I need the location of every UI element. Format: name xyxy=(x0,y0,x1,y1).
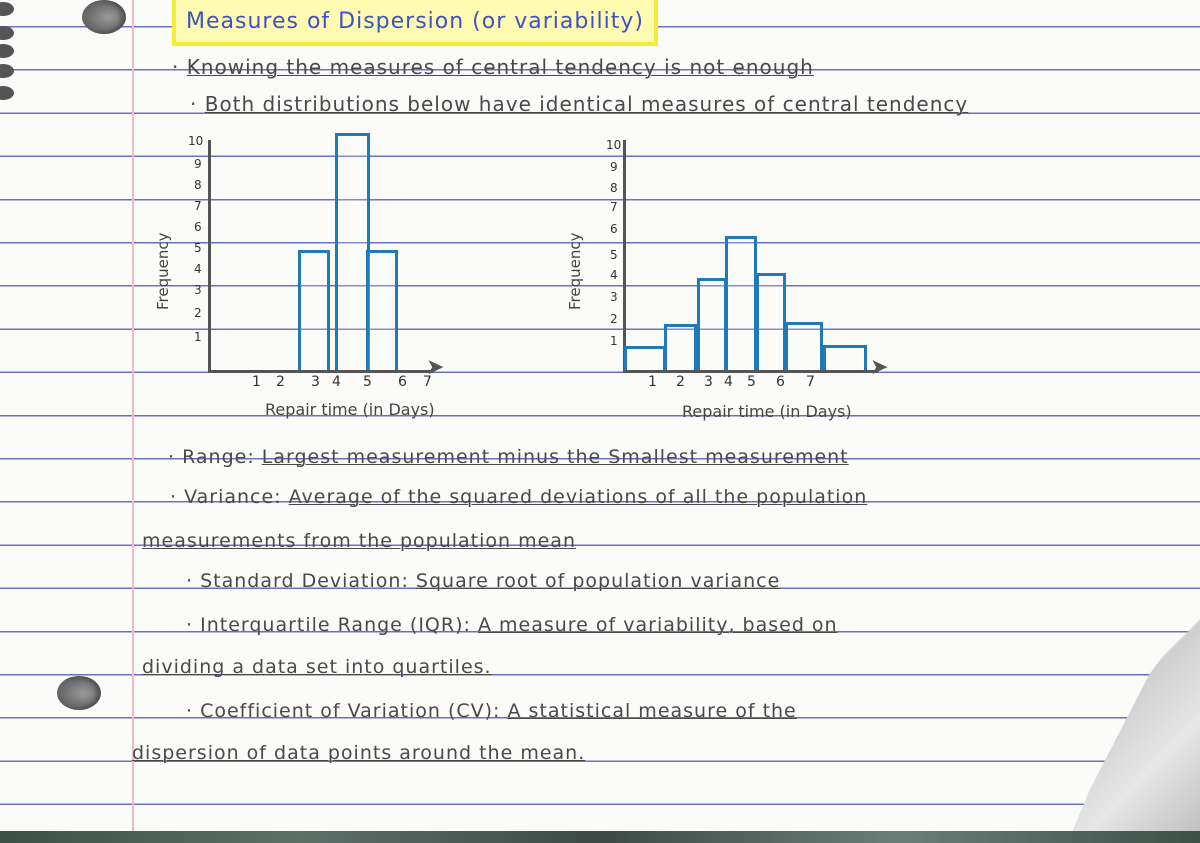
x-axis-arrow-icon: ➤ xyxy=(426,355,445,380)
y-tick: 8 xyxy=(194,178,202,192)
x-tick: 4 xyxy=(724,374,733,390)
histogram-bar xyxy=(697,278,727,370)
histogram-bar xyxy=(725,236,757,370)
definition-iqr: · Interquartile Range (IQR): A measure o… xyxy=(186,614,838,636)
y-tick: 10 xyxy=(606,138,622,152)
spiral-ring xyxy=(0,26,14,40)
intro-line-2: · Both distributions below have identica… xyxy=(190,92,969,116)
x-tick: 7 xyxy=(806,374,815,390)
x-tick: 6 xyxy=(776,374,785,390)
x-tick: 2 xyxy=(276,374,285,390)
x-tick: 5 xyxy=(363,374,372,390)
y-tick: 8 xyxy=(610,181,618,195)
background-fabric xyxy=(0,831,1200,843)
y-tick: 3 xyxy=(194,283,202,297)
definition-variance-cont: measurements from the population mean xyxy=(142,530,576,552)
y-tick: 5 xyxy=(194,241,202,255)
histogram-bar xyxy=(624,346,666,370)
x-axis-label: Repair time (in Days) xyxy=(682,402,852,421)
title-highlight: Measures of Dispersion (or variability) xyxy=(172,0,658,46)
y-axis xyxy=(208,140,211,372)
spiral-ring xyxy=(0,64,14,78)
definition-iqr-cont: dividing a data set into quartiles. xyxy=(142,656,492,678)
x-axis xyxy=(623,370,878,373)
y-tick: 6 xyxy=(610,222,618,236)
x-tick: 5 xyxy=(747,374,756,390)
spiral-ring xyxy=(0,44,14,58)
x-axis-label: Repair time (in Days) xyxy=(265,400,435,419)
spiral-ring xyxy=(0,86,14,100)
definition-std: · Standard Deviation: Square root of pop… xyxy=(186,570,781,592)
x-axis xyxy=(208,370,433,373)
y-tick: 4 xyxy=(194,262,202,276)
histogram-bar xyxy=(785,322,823,370)
histogram-bar xyxy=(823,345,867,370)
definition-cv-cont: dispersion of data points around the mea… xyxy=(132,742,586,764)
y-tick: 1 xyxy=(194,330,202,344)
histogram-right: Frequency ➤ 10 9 8 7 6 5 4 3 2 1 1 2 3 4… xyxy=(560,130,900,430)
y-tick: 9 xyxy=(610,160,618,174)
x-tick: 3 xyxy=(311,374,320,390)
histogram-bar xyxy=(366,250,398,370)
y-tick: 3 xyxy=(610,290,618,304)
x-tick: 3 xyxy=(704,374,713,390)
y-tick: 7 xyxy=(610,200,618,214)
margin-line xyxy=(132,0,134,843)
y-tick: 2 xyxy=(194,306,202,320)
y-tick: 2 xyxy=(610,312,618,326)
punch-hole xyxy=(82,0,126,34)
y-axis-label: Frequency xyxy=(566,232,584,311)
y-tick: 7 xyxy=(194,199,202,213)
y-tick: 1 xyxy=(610,334,618,348)
definition-cv: · Coefficient of Variation (CV): A stati… xyxy=(186,700,797,722)
punch-hole xyxy=(57,676,101,710)
x-tick: 4 xyxy=(332,374,341,390)
y-axis xyxy=(623,140,626,372)
x-tick: 1 xyxy=(252,374,261,390)
histogram-left: Frequency ➤ 10 9 8 7 6 5 4 3 2 1 1 2 3 4… xyxy=(150,130,450,430)
x-tick: 2 xyxy=(676,374,685,390)
x-axis-arrow-icon: ➤ xyxy=(870,355,889,380)
x-tick: 7 xyxy=(423,374,432,390)
x-tick: 1 xyxy=(648,374,657,390)
y-tick: 6 xyxy=(194,220,202,234)
y-axis-label: Frequency xyxy=(154,232,172,311)
y-tick: 10 xyxy=(188,134,204,148)
y-tick: 5 xyxy=(610,248,618,262)
histogram-bar xyxy=(756,273,786,370)
y-tick: 4 xyxy=(610,268,618,282)
histogram-bar xyxy=(335,133,370,370)
histogram-bar xyxy=(298,250,330,370)
definition-variance: · Variance: Average of the squared devia… xyxy=(170,486,868,508)
page-curl xyxy=(1067,603,1200,843)
definition-range: · Range: Largest measurement minus the S… xyxy=(168,446,849,468)
histogram-bar xyxy=(664,324,697,370)
spiral-ring xyxy=(0,2,14,16)
intro-line-1: · Knowing the measures of central tenden… xyxy=(172,55,814,79)
page-title: Measures of Dispersion (or variability) xyxy=(186,8,644,34)
y-tick: 9 xyxy=(194,157,202,171)
x-tick: 6 xyxy=(398,374,407,390)
